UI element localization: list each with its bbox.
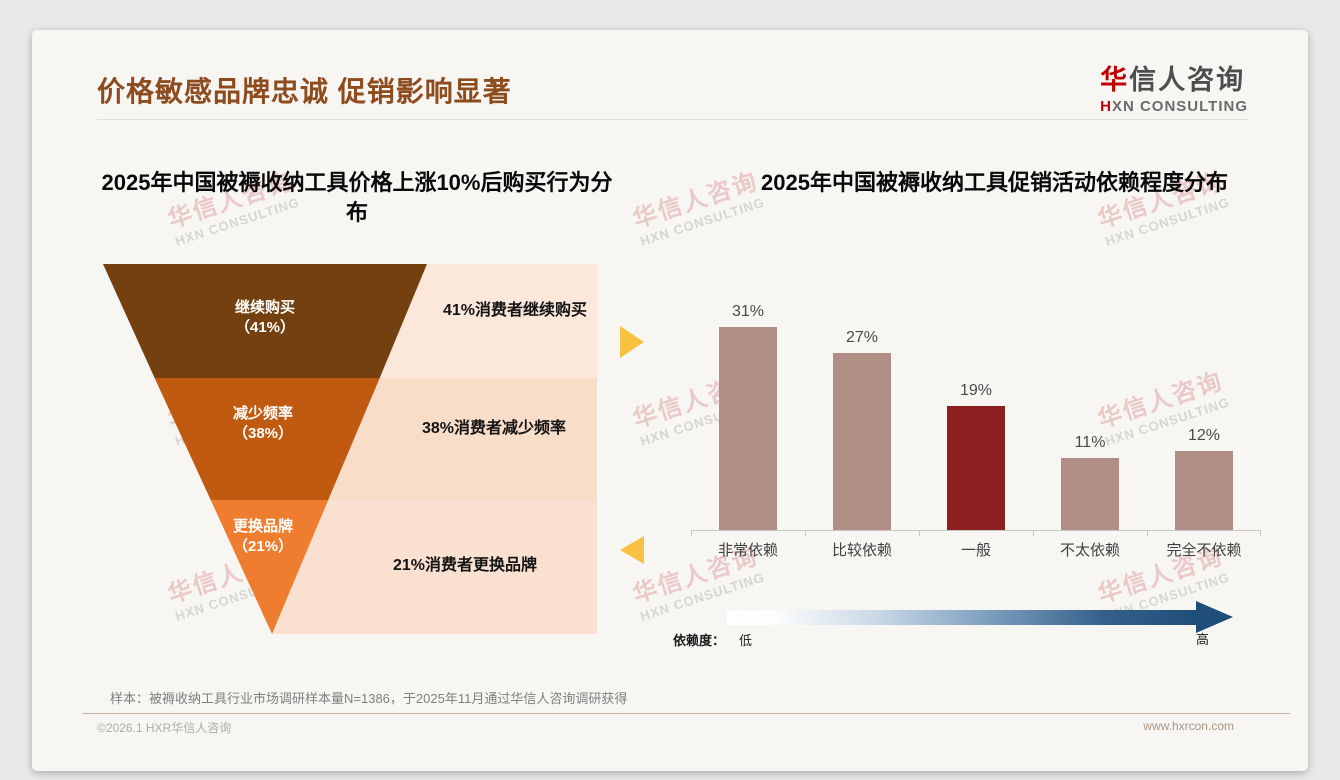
sample-footnote: 样本：被褥收纳工具行业市场调研样本量N=1386，于2025年11月通过华信人咨…: [110, 691, 628, 706]
funnel-label-3: 更换品牌 （21%）: [232, 518, 294, 555]
dependency-arrowhead-icon: [1196, 601, 1233, 633]
dependency-gradient-bar: [727, 610, 1197, 625]
x-axis-tick: [1033, 531, 1034, 536]
bar-value-label: 12%: [1187, 427, 1221, 444]
bar-chart-title: 2025年中国被褥收纳工具促销活动依赖程度分布: [761, 170, 1228, 195]
funnel-annotation-2: 38%消费者减少频率: [421, 420, 567, 437]
bar-value-label: 27%: [845, 329, 879, 346]
funnel-title-line1: 2025年中国被褥收纳工具价格上涨10%后购买行为分: [101, 170, 613, 195]
logo-zh-rest: 信人咨询: [1129, 65, 1246, 95]
x-axis-tick: [1147, 531, 1148, 536]
bar-一般: [947, 406, 1005, 530]
slide-card: 华信人咨询 HXN CONSULTING 华信人咨询 HXN CONSULTING 华信…: [32, 30, 1308, 771]
dependency-legend-label: 依赖度：: [673, 633, 726, 648]
dependency-low-label: 低: [739, 633, 753, 648]
logo-chinese-name: 华信人咨询: [1100, 58, 1248, 97]
funnel-svg: [103, 264, 597, 634]
bar-value-label: 19%: [959, 382, 993, 399]
bar-value-label: 31%: [731, 303, 765, 320]
logo-english-name: HXN CONSULTING: [1100, 98, 1248, 115]
category-label-比较依赖: 比较依赖: [831, 542, 892, 559]
x-axis-tick: [805, 531, 806, 536]
panel-band-3: [272, 500, 597, 634]
funnel-annotation-3: 21%消费者更换品牌: [392, 557, 538, 574]
funnel-label-1: 继续购买 （41%）: [234, 299, 296, 336]
company-logo: 华信人咨询 HXN CONSULTING: [1100, 58, 1248, 115]
bar-value-label: 11%: [1074, 434, 1106, 451]
footer-website: www.hxrcon.com: [1143, 719, 1234, 733]
funnel-segment-3: [210, 500, 329, 634]
dependency-high-label: 高: [1196, 632, 1210, 647]
funnel-title-line2: 布: [345, 200, 368, 225]
connector-arrow-right-icon: [620, 326, 644, 358]
logo-en-red-char: H: [1100, 98, 1112, 115]
bar-chart-category-row: 非常依赖 比较依赖 一般 不太依赖 完全不依赖: [691, 539, 1261, 561]
category-label-非常依赖: 非常依赖: [717, 542, 778, 559]
category-label-一般: 一般: [960, 542, 991, 559]
funnel-label-2: 减少频率 （38%）: [232, 405, 294, 442]
page-title: 价格敏感品牌忠诚 促销影响显著: [97, 76, 512, 107]
logo-zh-red-char: 华: [1100, 65, 1130, 95]
title-underline: [97, 119, 1248, 120]
x-axis-tick: [1260, 531, 1261, 536]
x-axis-tick: [919, 531, 920, 536]
x-axis-line: [691, 530, 1261, 531]
bar-不太依赖: [1061, 458, 1119, 530]
funnel-segment-1: [103, 264, 427, 378]
bar-chart-plot: 31% 27% 19% 11% 12%: [691, 271, 1261, 536]
logo-en-rest: XN CONSULTING: [1111, 98, 1248, 115]
footer-divider: [82, 713, 1290, 714]
funnel-segment-2: [154, 378, 380, 500]
footer-copyright: ©2026.1 HXR华信人咨询: [97, 721, 232, 735]
category-label-完全不依赖: 完全不依赖: [1166, 542, 1242, 559]
bar-完全不依赖: [1175, 451, 1233, 530]
bar-非常依赖: [719, 327, 777, 530]
category-label-不太依赖: 不太依赖: [1059, 542, 1120, 559]
funnel-chart: [103, 264, 597, 639]
funnel-chart-title: 2025年中国被褥收纳工具价格上涨10%后购买行为分 布: [57, 168, 657, 228]
bar-比较依赖: [833, 353, 891, 530]
connector-arrow-left-icon: [620, 536, 644, 564]
x-axis-tick: [691, 531, 692, 536]
funnel-annotation-1: 41%消费者继续购买: [442, 302, 588, 319]
